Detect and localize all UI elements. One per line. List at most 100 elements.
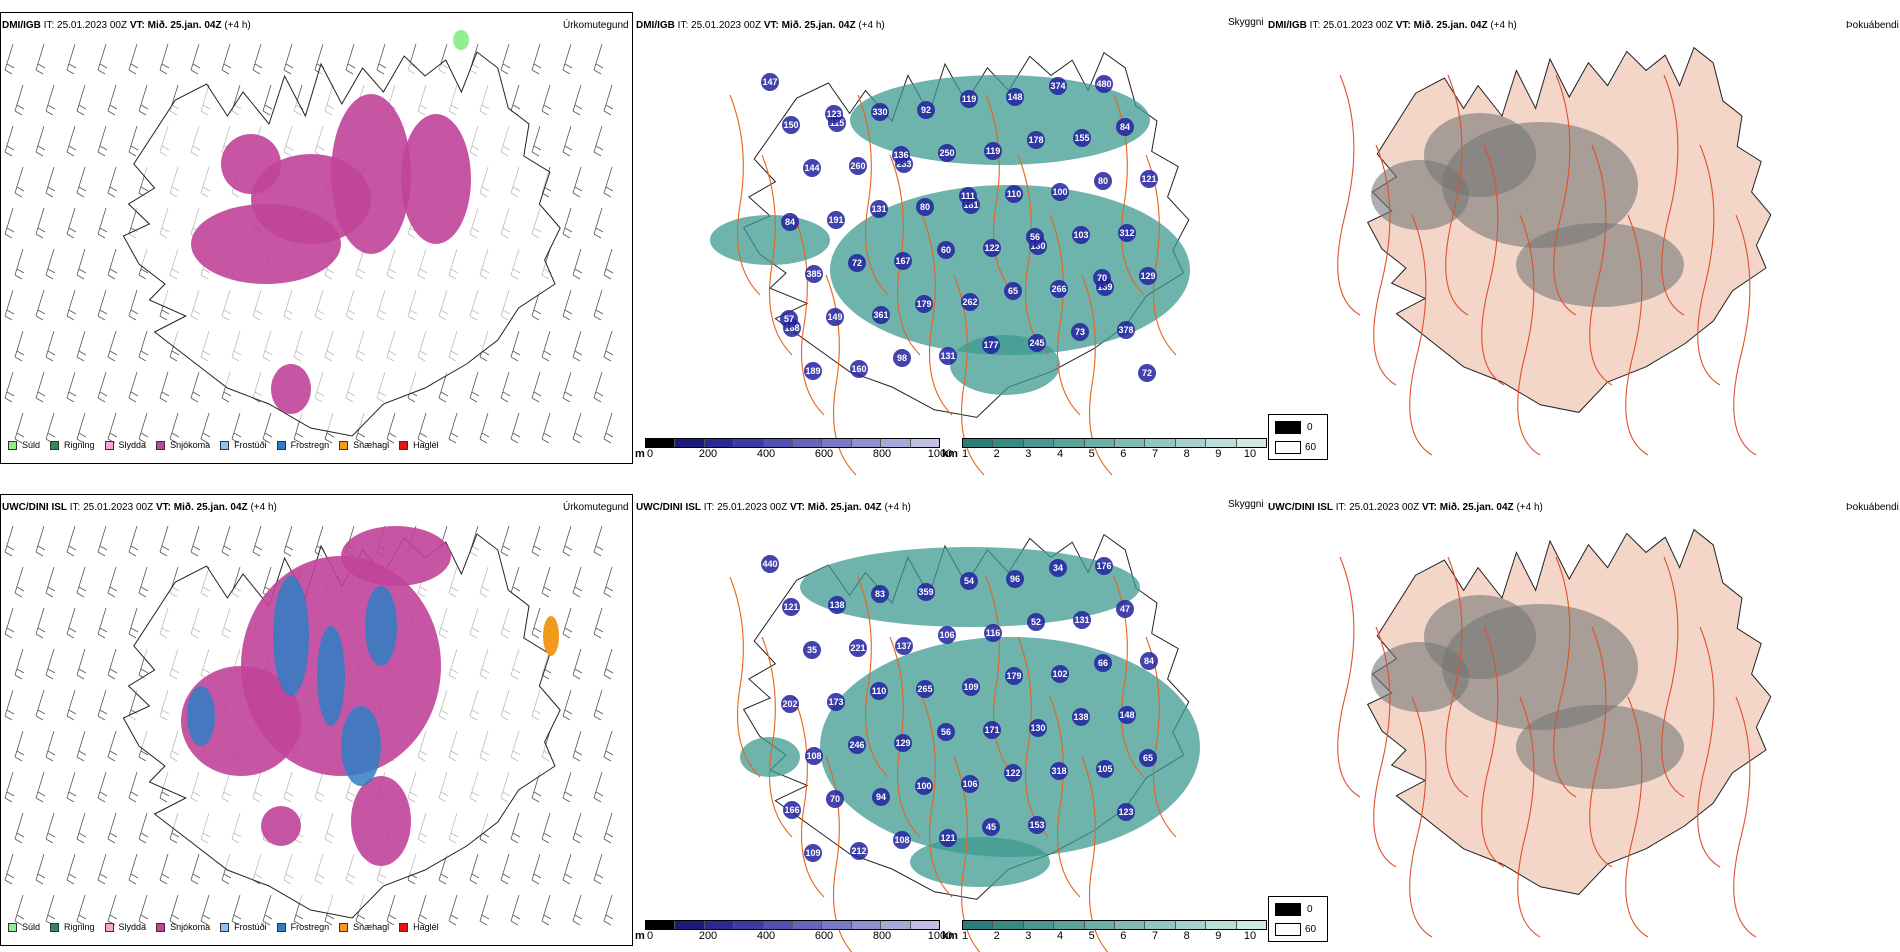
legend-swatch: [276, 922, 286, 932]
freezing-rain-area: [273, 576, 309, 696]
ceiling-value: 246: [849, 740, 864, 750]
scale-tick-label: 8: [1183, 448, 1190, 460]
fog-title: Þokuábendi: [1846, 502, 1899, 513]
ceiling-blob: [892, 146, 910, 164]
ceiling-value: 80: [920, 202, 930, 212]
ceiling-blob: [1117, 321, 1135, 339]
wind-barb: [66, 43, 77, 75]
ceiling-value: 115: [830, 118, 845, 128]
fog-legend-low: 0: [1307, 422, 1313, 433]
wind-barb: [593, 525, 604, 557]
wind-barb: [593, 607, 604, 639]
ceiling-value: 100: [916, 781, 931, 791]
legend-swatch: [8, 922, 17, 932]
ceiling-blob: [1072, 226, 1090, 244]
ceiling-value: 45: [986, 822, 996, 832]
legend-item-rigning: Rigning: [50, 922, 95, 932]
ceiling-value: 265: [917, 684, 932, 694]
wind-barb: [45, 730, 56, 762]
wind-barb: [76, 166, 87, 198]
ceiling-value: 57: [784, 314, 794, 324]
ceiling-value: 136: [893, 150, 908, 160]
scale-tick-label: 4: [1056, 448, 1064, 460]
wind-barb: [262, 412, 273, 444]
wind-barb: [76, 812, 87, 844]
wind-barb: [107, 330, 118, 362]
ceiling-value: 70: [1097, 273, 1107, 283]
ceiling-value: 106: [962, 779, 977, 789]
wind-barb: [45, 166, 56, 198]
wind-barb: [14, 412, 25, 444]
wind-barb: [510, 566, 521, 598]
ceiling-blob: [761, 555, 779, 573]
road-line: [1589, 144, 1613, 386]
ceiling-blob: [871, 103, 889, 121]
ceiling-blob: [1072, 708, 1090, 726]
wind-barb: [252, 525, 263, 557]
road-line: [1409, 214, 1433, 456]
legend-item-snæhagl: Snæhagl: [339, 440, 389, 450]
legend-item-frostregn: Frostregn: [276, 440, 329, 450]
ceiling-scale-cell: [704, 439, 735, 447]
road-line: [921, 696, 953, 898]
fog-area: [1371, 642, 1469, 712]
visibility-scale-cell: [1023, 439, 1055, 447]
wind-barb: [510, 812, 521, 844]
wind-barb: [469, 371, 480, 403]
wind-barb: [262, 84, 273, 116]
road-line: [985, 94, 1017, 296]
scale-tick-label: 600: [814, 930, 834, 942]
ceiling-blob: [1051, 183, 1069, 201]
wind-barb: [76, 84, 87, 116]
wind-barb: [531, 525, 542, 557]
ceiling-scale-bar: [645, 920, 940, 930]
ceiling-blob: [1006, 88, 1024, 106]
ceiling-value: 121: [940, 833, 955, 843]
low-visibility-area: [830, 185, 1190, 355]
road-line: [729, 94, 761, 296]
legend-label: Snjókoma: [170, 440, 211, 450]
legend-label: Rigning: [64, 440, 95, 450]
visibility-scale-bar: [962, 920, 1267, 930]
ceiling-blob: [1139, 267, 1157, 285]
scale-tick-label: 10: [1243, 448, 1257, 460]
wind-barb: [107, 166, 118, 198]
fog-header: UWC/DINI ISL IT: 25.01.2023 00Z VT: Mið.…: [1268, 502, 1543, 513]
ceiling-scale-cell: [675, 921, 705, 929]
ceiling-value: 116: [986, 628, 1001, 638]
ceiling-blob: [893, 349, 911, 367]
visibility-scale-cell: [1175, 921, 1207, 929]
ceiling-value: 65: [1008, 286, 1018, 296]
wind-barb: [45, 412, 56, 444]
visibility-scale-cell: [1145, 921, 1176, 929]
legend-swatch: [104, 922, 114, 932]
ceiling-blob: [1118, 224, 1136, 242]
ceiling-blob: [1094, 172, 1112, 190]
wind-barb: [97, 525, 108, 557]
road-line: [1445, 556, 1469, 798]
road-line: [1697, 626, 1721, 868]
scale-tick-label: 9: [1215, 930, 1222, 942]
wind-barb: [562, 125, 573, 157]
ceiling-value: 166: [784, 805, 799, 815]
wind-barb: [66, 371, 77, 403]
wind-barb: [4, 207, 15, 239]
wind-barb: [562, 525, 573, 557]
ceiling-blob: [1027, 613, 1045, 631]
visibility-scale-cell: [1084, 439, 1116, 447]
ceiling-blob: [828, 596, 846, 614]
ceiling-blob: [1026, 228, 1044, 246]
visibility-scale-cell: [993, 921, 1024, 929]
snow-area: [181, 666, 301, 776]
ceiling-value: 103: [1073, 230, 1088, 240]
wind-barb: [562, 771, 573, 803]
wind-barb: [128, 289, 139, 321]
wind-barb: [4, 853, 15, 885]
visibility-scale-cell: [1236, 439, 1267, 447]
ceiling-scale-cell: [704, 921, 735, 929]
wind-barb: [97, 207, 108, 239]
ceiling-scale-cell: [851, 921, 882, 929]
visibility-scale-cell: [1054, 439, 1085, 447]
ceiling-value: 138: [829, 600, 844, 610]
wind-barb: [128, 607, 139, 639]
